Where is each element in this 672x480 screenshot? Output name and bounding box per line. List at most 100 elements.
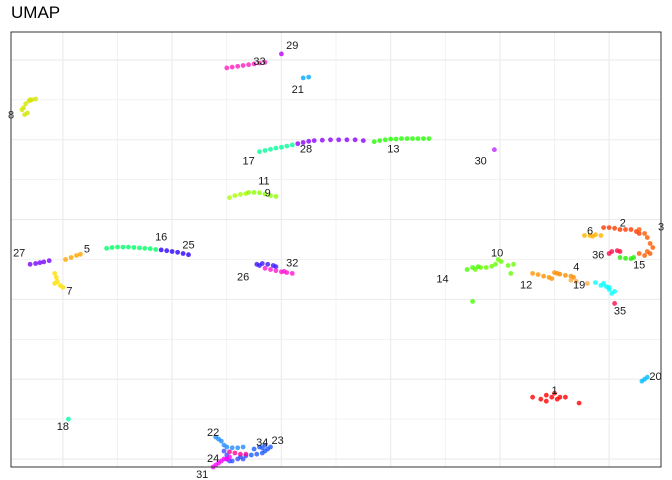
data-point-cluster-24 xyxy=(229,458,235,464)
data-point-cluster-2 xyxy=(612,225,617,231)
data-point-cluster-36 xyxy=(609,249,615,254)
data-point-cluster-13 xyxy=(399,136,404,142)
data-point-cluster-22 xyxy=(224,444,230,450)
data-point-cluster-17 xyxy=(289,142,295,148)
data-point-cluster-11 xyxy=(257,190,262,196)
data-point-cluster-19 xyxy=(568,277,574,283)
data-point-cluster-9 xyxy=(232,193,238,199)
data-point-cluster-28 xyxy=(336,137,342,143)
data-point-cluster-19 xyxy=(573,279,579,284)
data-point-cluster-1 xyxy=(549,394,555,400)
data-point-cluster-4 xyxy=(554,271,560,276)
data-point-cluster-33 xyxy=(235,63,241,69)
cluster-label-6: 6 xyxy=(587,225,593,237)
data-point-cluster-28 xyxy=(352,137,358,143)
data-point-cluster-21 xyxy=(306,74,312,80)
data-point-cluster-33 xyxy=(240,63,246,68)
cluster-label-1: 1 xyxy=(551,385,557,397)
cluster-label-27: 27 xyxy=(13,247,25,259)
data-point-cluster-13 xyxy=(377,138,383,144)
cluster-label-16: 16 xyxy=(155,231,167,243)
data-point-cluster-13 xyxy=(371,139,377,145)
cluster-label-23: 23 xyxy=(271,435,283,447)
data-point-cluster-26 xyxy=(257,263,262,268)
cluster-label-36: 36 xyxy=(592,249,604,261)
data-point-cluster-1 xyxy=(557,394,563,400)
data-point-cluster-27 xyxy=(27,261,33,267)
cluster-label-20: 20 xyxy=(649,371,661,383)
data-point-cluster-8 xyxy=(21,105,26,111)
data-point-cluster-33 xyxy=(246,62,252,68)
data-point-cluster-28 xyxy=(306,138,312,144)
data-point-cluster-25 xyxy=(180,251,186,256)
cluster-label-25: 25 xyxy=(182,239,194,251)
data-point-cluster-3 xyxy=(636,251,642,256)
data-point-cluster-4 xyxy=(563,273,568,278)
data-point-cluster-2 xyxy=(617,227,623,232)
data-point-cluster-24 xyxy=(240,456,246,462)
data-point-cluster-2 xyxy=(606,225,612,231)
data-point-cluster-24 xyxy=(235,456,241,462)
data-point-cluster-16 xyxy=(104,245,109,251)
data-point-cluster-3 xyxy=(636,227,642,232)
data-point-cluster-1 xyxy=(543,398,549,404)
data-point-cluster-7 xyxy=(53,275,59,280)
data-point-cluster-15 xyxy=(617,255,623,260)
data-point-cluster-1 xyxy=(576,400,582,406)
data-point-cluster-2 xyxy=(636,231,642,236)
data-point-cluster-2 xyxy=(601,225,606,231)
data-point-cluster-18 xyxy=(66,416,71,422)
cluster-label-2: 2 xyxy=(620,218,626,230)
chart-title: UMAP xyxy=(11,3,61,22)
data-point-cluster-10 xyxy=(511,261,516,267)
data-point-cluster-33 xyxy=(224,65,230,71)
cluster-label-9: 9 xyxy=(265,188,271,200)
data-point-cluster-16 xyxy=(153,247,159,252)
data-point-cluster-16 xyxy=(125,244,131,250)
data-point-cluster-6 xyxy=(598,233,604,238)
cluster-label-13: 13 xyxy=(387,144,399,156)
cluster-label-5: 5 xyxy=(84,243,90,255)
data-point-cluster-32 xyxy=(268,267,273,272)
data-point-cluster-23 xyxy=(248,452,254,458)
cluster-label-18: 18 xyxy=(57,421,69,433)
data-point-cluster-32 xyxy=(289,271,295,276)
data-point-cluster-12 xyxy=(535,272,541,277)
data-point-cluster-2 xyxy=(623,227,628,232)
cluster-label-35: 35 xyxy=(614,305,626,317)
data-point-cluster-28 xyxy=(319,137,325,143)
data-point-cluster-3 xyxy=(650,245,656,250)
data-point-cluster-35 xyxy=(601,281,606,286)
data-point-cluster-5 xyxy=(74,253,79,258)
data-point-cluster-1 xyxy=(530,394,535,400)
data-point-cluster-27 xyxy=(41,259,47,265)
data-point-cluster-30 xyxy=(492,147,497,153)
cluster-label-10: 10 xyxy=(491,247,503,259)
data-point-cluster-33 xyxy=(257,60,262,66)
data-point-cluster-8 xyxy=(27,97,33,103)
data-point-cluster-3 xyxy=(647,251,653,256)
data-point-cluster-26 xyxy=(273,264,279,270)
data-point-cluster-25 xyxy=(164,248,170,254)
data-point-cluster-35 xyxy=(612,289,617,294)
data-point-cluster-22 xyxy=(218,438,224,444)
data-point-cluster-9 xyxy=(238,192,243,197)
data-point-cluster-34 xyxy=(227,449,232,455)
data-point-cluster-10 xyxy=(489,263,495,269)
data-point-cluster-32 xyxy=(262,265,268,271)
data-point-cluster-13 xyxy=(421,136,426,142)
cluster-label-29: 29 xyxy=(286,40,298,52)
data-point-cluster-12 xyxy=(541,273,546,279)
cluster-label-33: 33 xyxy=(253,56,265,68)
data-point-cluster-17 xyxy=(284,143,290,149)
data-point-cluster-23 xyxy=(254,451,260,457)
data-point-cluster-16 xyxy=(137,245,142,251)
data-point-cluster-36 xyxy=(617,249,623,254)
data-point-cluster-24 xyxy=(221,448,227,454)
cluster-label-15: 15 xyxy=(633,259,645,271)
data-point-cluster-35 xyxy=(606,285,612,290)
data-point-cluster-20 xyxy=(644,374,650,380)
data-point-cluster-12 xyxy=(549,276,555,281)
data-point-cluster-13 xyxy=(382,137,388,143)
data-point-cluster-34 xyxy=(238,451,243,457)
